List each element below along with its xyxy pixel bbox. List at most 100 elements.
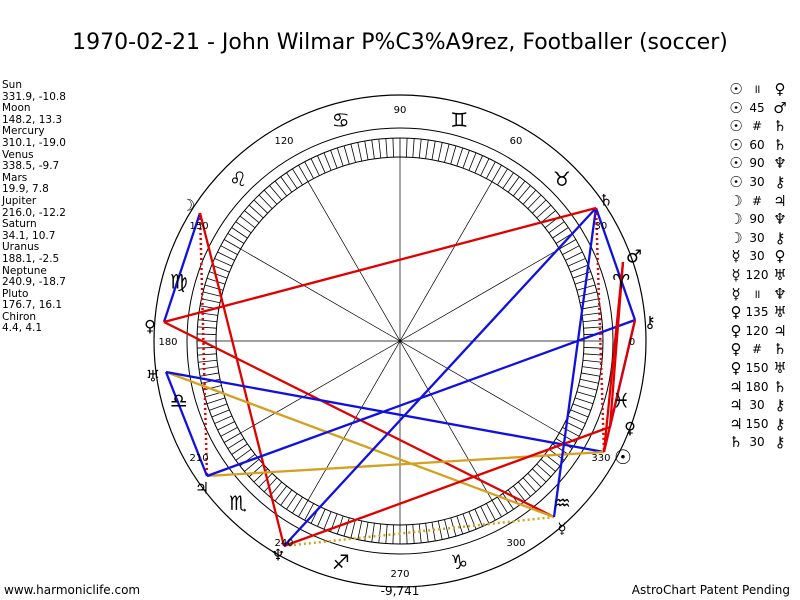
aspect-planet-2: ♆ xyxy=(773,154,787,173)
degree-tick xyxy=(392,524,394,544)
zodiac-sign: ♒ xyxy=(553,491,571,515)
degree-tick xyxy=(548,221,565,234)
degree-tick xyxy=(378,523,382,543)
degree-tick xyxy=(412,138,415,158)
degree-tick xyxy=(392,138,394,158)
degree-tick xyxy=(209,403,228,411)
aspect-planet-2: ♀ xyxy=(774,80,786,98)
aspect-row: ♃ 30 ⚷ xyxy=(728,396,790,415)
degree-tick xyxy=(582,366,602,370)
planet-coords: 310.1, -19.0 xyxy=(2,136,66,149)
degree-tick xyxy=(480,506,490,524)
degree-tick xyxy=(431,522,436,541)
degree-tick xyxy=(570,264,589,273)
planet-name: Mercury xyxy=(2,125,45,138)
degree-tick xyxy=(425,139,429,159)
aspect-planet-1: ☉ xyxy=(729,135,743,154)
degree-tick xyxy=(223,432,241,443)
degree-tick xyxy=(244,458,260,472)
aspect-planet-2: ⚷ xyxy=(774,396,786,415)
degree-tick xyxy=(248,463,264,478)
aspect-planet-1: ☉ xyxy=(729,80,743,98)
planet-positions-list: Sun 331.9, -10.8 Moon 148.2, 13.3 Mercury 310… xyxy=(2,79,66,335)
degree-tick xyxy=(385,138,388,158)
degree-tick xyxy=(583,326,603,329)
planet-coords: 338.5, -9.7 xyxy=(2,160,60,173)
aspect-row: ☽ 90 ♆ xyxy=(728,210,790,229)
degree-tick xyxy=(450,145,457,165)
aspect-line xyxy=(165,370,555,519)
degree-tick xyxy=(576,391,596,398)
degree-tick xyxy=(574,277,594,285)
zodiac-sign: ♌ xyxy=(229,167,247,191)
degree-tick xyxy=(583,353,603,356)
patent-note: AstroChart Patent Pending xyxy=(631,583,790,597)
degree-tick xyxy=(292,168,303,186)
aspect-planet-1: ♀ xyxy=(730,303,742,322)
degree-tick xyxy=(444,143,450,163)
aspect-row: ☽ 30 ⚷ xyxy=(728,229,790,248)
aspect-planet-1: ♃ xyxy=(729,414,743,433)
degree-label: 30 xyxy=(595,221,608,232)
planet-name: Chiron xyxy=(2,310,37,323)
degree-tick xyxy=(201,298,221,304)
aspect-row: ☉ ॥ ♀ xyxy=(728,80,790,99)
zodiac-sign: ♑ xyxy=(450,550,468,574)
aspect-lines xyxy=(162,206,637,548)
aspect-planet-1: ☉ xyxy=(729,117,743,136)
aspect-type: 30 xyxy=(749,230,765,245)
aspect-grid: ☉ ॥ ♀ ☉ 45 ♂ ☉ # ♄ ☉ 60 ♄ ☉ 90 ♆ ☉ 30 ⚷ ☽ # ♃ ☽ 90 ♆ ☽ 30 ⚷ ☿ 30 ♀ ☿ 12… xyxy=(728,80,790,452)
degree-tick xyxy=(343,517,350,537)
degree-tick xyxy=(552,443,569,455)
zodiac-sign: ♍ xyxy=(170,270,188,294)
aspect-planet-2: ♅ xyxy=(773,265,787,284)
degree-tick xyxy=(486,503,496,521)
aspect-row: ☉ 90 ♆ xyxy=(728,154,790,173)
degree-tick xyxy=(582,319,602,323)
aspect-planet-1: ☿ xyxy=(731,284,741,303)
aspect-line xyxy=(602,319,637,453)
aspect-row: ♃ 150 ⚷ xyxy=(728,415,790,434)
degree-tick xyxy=(274,180,288,197)
planet-coords: 148.2, 13.3 xyxy=(2,113,63,126)
degree-tick xyxy=(330,150,338,169)
aspect-type: 30 xyxy=(749,249,765,264)
aspect-row: ☉ 60 ♄ xyxy=(728,136,790,155)
aspect-planet-2: ♄ xyxy=(773,135,787,154)
degree-tick xyxy=(197,353,217,356)
website-link[interactable]: www.harmoniclife.com xyxy=(4,583,141,597)
planet-coords: 216.0, -12.2 xyxy=(2,206,66,219)
degree-label: 330 xyxy=(591,453,610,464)
degree-ticks xyxy=(197,138,603,544)
degree-tick xyxy=(263,189,278,205)
degree-tick xyxy=(280,489,293,506)
degree-tick xyxy=(223,239,241,250)
aspect-planet-2: ♆ xyxy=(773,210,787,229)
planet-name: Saturn xyxy=(2,218,37,231)
planet-coords: 331.9, -10.8 xyxy=(2,90,66,103)
degree-tick xyxy=(263,477,278,493)
degree-tick xyxy=(431,141,436,160)
aspect-planet-2: ♄ xyxy=(773,117,787,136)
zodiac-sign: ♋ xyxy=(332,108,350,132)
degree-tick xyxy=(502,172,514,189)
aspect-planet-1: ☿ xyxy=(731,265,741,284)
degree-tick xyxy=(350,143,356,163)
aspect-planet-2: ♅ xyxy=(773,358,787,377)
degree-tick xyxy=(202,385,222,391)
aspect-planet-2: ♅ xyxy=(773,303,787,322)
aspect-type: 135 xyxy=(745,305,769,320)
planet-name: Venus xyxy=(2,148,34,161)
degree-label: 180 xyxy=(158,337,177,348)
aspect-type: ॥ xyxy=(753,286,761,301)
degree-tick xyxy=(412,524,415,544)
aspect-planet-2: ♄ xyxy=(773,377,787,396)
degree-tick xyxy=(468,152,477,171)
aspect-row: ♀ # ♄ xyxy=(728,340,790,359)
aspect-type: 120 xyxy=(745,323,769,338)
degree-tick xyxy=(214,258,233,267)
degree-label: 240 xyxy=(274,538,293,549)
aspect-type: 30 xyxy=(749,174,765,189)
degree-tick xyxy=(217,421,235,431)
